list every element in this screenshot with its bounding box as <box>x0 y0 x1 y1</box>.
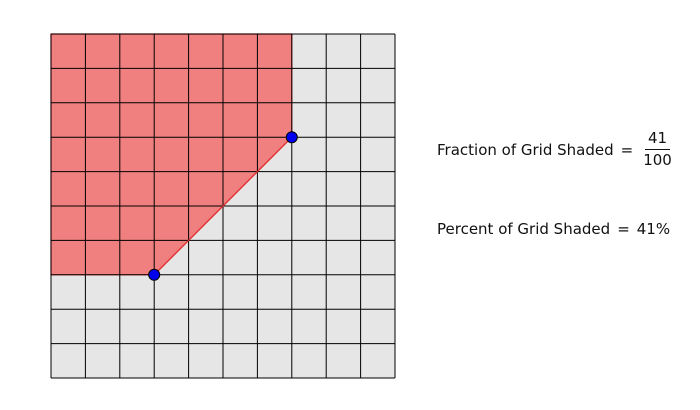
fraction-numerator: 41 <box>644 131 671 150</box>
diagonal-edge <box>153 136 293 276</box>
fraction-label: Fraction of Grid Shaded <box>437 140 614 159</box>
upper-point-handle[interactable] <box>285 131 298 144</box>
percent-readout: Percent of Grid Shaded = 41% <box>437 220 670 238</box>
percent-label: Percent of Grid Shaded <box>437 220 611 238</box>
fraction-value: 41 100 <box>640 131 675 168</box>
fraction-readout: Fraction of Grid Shaded = 41 100 <box>437 131 675 168</box>
lower-point-handle[interactable] <box>148 268 161 281</box>
fraction-equals-sign: = <box>620 140 634 159</box>
fraction-denominator: 100 <box>643 151 672 169</box>
percent-equals-sign: = <box>617 220 630 238</box>
percent-value: 41% <box>636 220 671 238</box>
